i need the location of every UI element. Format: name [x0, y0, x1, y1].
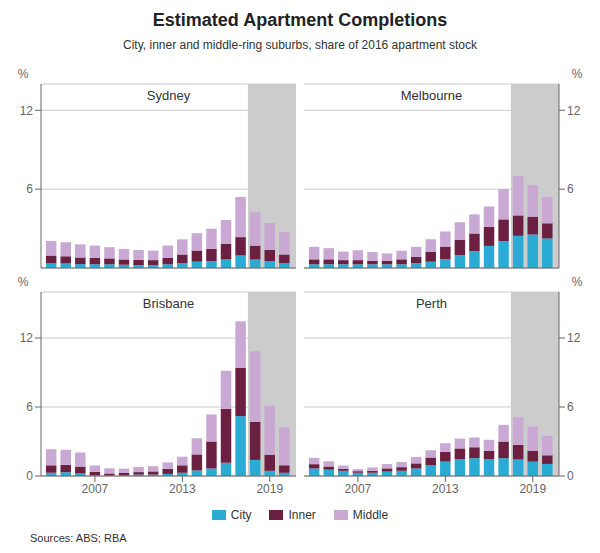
html-text:Melbourne: Melbourne — [400, 88, 463, 103]
svg-text:%: % — [572, 67, 583, 81]
svg-text:2019: 2019 — [519, 482, 546, 496]
svg-text:2013: 2013 — [432, 482, 459, 496]
html-text:City, inner and middle-ring su: City, inner and middle-ring suburbs, sha… — [123, 38, 477, 52]
svg-text:2013: 2013 — [169, 482, 196, 496]
svg-text:%: % — [572, 275, 583, 289]
svg-text:6: 6 — [567, 400, 574, 414]
html-text:Middle: Middle — [352, 508, 389, 522]
svg-text:6: 6 — [567, 182, 574, 196]
html-text:Brisbane: Brisbane — [142, 296, 195, 311]
svg-text:2007: 2007 — [345, 482, 372, 496]
svg-text:6: 6 — [26, 182, 33, 196]
html-text:Perth: Perth — [416, 296, 447, 311]
svg-text:2019: 2019 — [256, 482, 283, 496]
svg-text:%: % — [18, 275, 29, 289]
svg-text:0: 0 — [567, 469, 574, 483]
html-text:City: City — [230, 508, 252, 522]
svg-text:12: 12 — [20, 331, 34, 345]
html-text:Inner: Inner — [288, 508, 316, 522]
svg-text:12: 12 — [567, 104, 581, 118]
html-text:Sources: ABS; RBA: Sources: ABS; RBA — [30, 532, 127, 544]
svg-text:0: 0 — [26, 469, 33, 483]
svg-text:6: 6 — [26, 400, 33, 414]
svg-text:12: 12 — [567, 331, 581, 345]
html-text:Sydney: Sydney — [146, 88, 191, 103]
svg-text:%: % — [18, 67, 29, 81]
svg-text:12: 12 — [20, 104, 34, 118]
svg-text:2007: 2007 — [82, 482, 109, 496]
html-text:Estimated Apartment Completion: Estimated Apartment Completions — [152, 10, 448, 30]
